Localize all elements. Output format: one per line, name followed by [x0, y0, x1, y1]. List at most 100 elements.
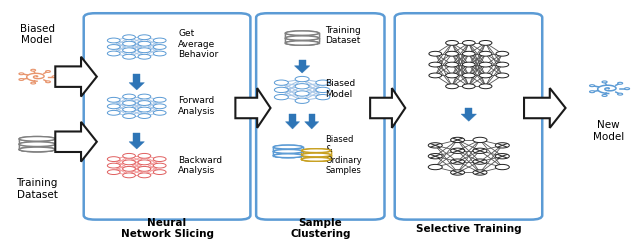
Circle shape	[625, 88, 630, 90]
Circle shape	[479, 73, 492, 78]
Ellipse shape	[273, 154, 303, 158]
Circle shape	[154, 110, 166, 115]
Circle shape	[295, 76, 309, 82]
Circle shape	[316, 80, 330, 85]
Ellipse shape	[301, 153, 331, 157]
Text: Neural
Network Slicing: Neural Network Slicing	[120, 218, 214, 239]
Ellipse shape	[19, 147, 55, 152]
Circle shape	[463, 51, 475, 56]
Circle shape	[154, 163, 166, 168]
Text: Training
Dataset: Training Dataset	[325, 26, 361, 45]
Circle shape	[154, 38, 166, 43]
Ellipse shape	[285, 41, 319, 45]
Polygon shape	[289, 114, 296, 122]
Text: Training
Dataset: Training Dataset	[17, 178, 58, 200]
Polygon shape	[305, 122, 319, 129]
Circle shape	[451, 148, 465, 153]
Circle shape	[463, 73, 475, 78]
Circle shape	[451, 159, 465, 164]
Circle shape	[316, 87, 330, 93]
Circle shape	[445, 41, 458, 45]
Polygon shape	[236, 88, 271, 128]
Ellipse shape	[273, 149, 303, 153]
Circle shape	[445, 73, 458, 78]
Ellipse shape	[301, 157, 331, 161]
Ellipse shape	[19, 137, 55, 141]
Circle shape	[473, 137, 487, 143]
Circle shape	[45, 70, 51, 72]
Circle shape	[123, 41, 136, 46]
Circle shape	[138, 153, 151, 158]
Polygon shape	[370, 88, 405, 128]
Circle shape	[52, 76, 57, 78]
Ellipse shape	[273, 154, 303, 158]
Circle shape	[295, 84, 309, 89]
Circle shape	[451, 170, 465, 175]
Ellipse shape	[285, 31, 319, 35]
Circle shape	[589, 91, 595, 93]
Polygon shape	[55, 122, 97, 162]
Ellipse shape	[301, 157, 331, 161]
Circle shape	[138, 173, 151, 178]
Ellipse shape	[19, 147, 55, 152]
Ellipse shape	[301, 153, 331, 157]
Text: Get
Average
Behavior: Get Average Behavior	[178, 29, 218, 59]
Circle shape	[275, 95, 289, 100]
Polygon shape	[129, 83, 145, 90]
Ellipse shape	[285, 36, 319, 40]
Circle shape	[123, 160, 136, 165]
Circle shape	[275, 80, 289, 85]
Circle shape	[108, 38, 120, 43]
Circle shape	[463, 41, 475, 45]
Circle shape	[138, 160, 151, 165]
Circle shape	[138, 114, 151, 119]
Circle shape	[496, 73, 509, 78]
FancyBboxPatch shape	[301, 151, 331, 161]
Circle shape	[108, 97, 120, 102]
Polygon shape	[285, 122, 300, 129]
Ellipse shape	[273, 149, 303, 153]
Circle shape	[429, 62, 442, 67]
Circle shape	[479, 51, 492, 56]
Polygon shape	[461, 114, 476, 121]
Circle shape	[316, 95, 330, 100]
Circle shape	[31, 69, 36, 71]
FancyBboxPatch shape	[273, 147, 303, 158]
Ellipse shape	[285, 31, 319, 35]
Circle shape	[428, 154, 442, 159]
Circle shape	[275, 87, 289, 93]
Polygon shape	[465, 108, 472, 114]
Circle shape	[123, 48, 136, 53]
FancyBboxPatch shape	[84, 13, 250, 220]
Circle shape	[108, 170, 120, 174]
Circle shape	[108, 110, 120, 115]
Circle shape	[428, 143, 442, 148]
Ellipse shape	[273, 154, 303, 158]
Polygon shape	[133, 133, 140, 142]
Circle shape	[295, 91, 309, 96]
Circle shape	[154, 51, 166, 56]
Circle shape	[31, 82, 36, 84]
Circle shape	[618, 82, 623, 84]
Circle shape	[45, 81, 51, 83]
Polygon shape	[55, 57, 97, 96]
Circle shape	[429, 51, 442, 56]
Circle shape	[479, 41, 492, 45]
Circle shape	[138, 166, 151, 171]
Polygon shape	[294, 66, 310, 73]
Text: Biased
Model: Biased Model	[325, 79, 355, 99]
Circle shape	[602, 95, 607, 96]
Circle shape	[138, 48, 151, 53]
Circle shape	[154, 97, 166, 102]
Circle shape	[19, 78, 24, 80]
Polygon shape	[299, 60, 306, 66]
Circle shape	[495, 165, 509, 170]
Circle shape	[589, 85, 595, 87]
Circle shape	[602, 81, 607, 83]
Polygon shape	[308, 114, 315, 122]
Circle shape	[108, 163, 120, 168]
Ellipse shape	[285, 41, 319, 45]
Circle shape	[123, 114, 136, 119]
Circle shape	[123, 153, 136, 158]
Circle shape	[463, 62, 475, 67]
